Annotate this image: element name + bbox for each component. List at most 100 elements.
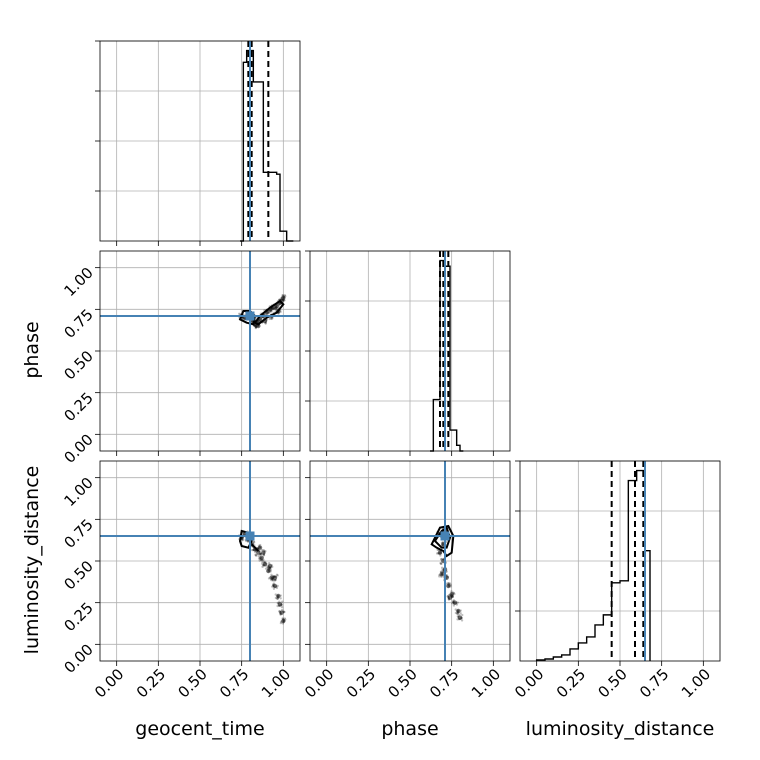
sample-point: [243, 532, 246, 536]
sample-point: [272, 307, 276, 310]
sample-point: [264, 550, 267, 553]
sample-point: [260, 559, 263, 562]
sample-point: [252, 548, 256, 552]
sample-point: [447, 595, 453, 600]
sample-point: [261, 560, 264, 564]
sample-point: [271, 585, 274, 588]
sample-point: [278, 600, 281, 603]
sample-point: [262, 558, 265, 561]
sample-point: [460, 616, 463, 620]
sample-point: [262, 554, 266, 557]
sample-point: [452, 600, 458, 605]
sample-point: [457, 611, 460, 614]
sample-point: [270, 573, 273, 577]
sample-point: [238, 312, 241, 315]
y-tick-label: 0.25: [60, 389, 96, 425]
sample-point: [263, 561, 266, 565]
sample-point: [439, 554, 442, 557]
sample-point: [246, 540, 250, 543]
sample-point: [280, 608, 284, 612]
sample-point: [277, 602, 283, 607]
sample-point: [439, 551, 442, 555]
sample-point: [451, 602, 454, 605]
sample-point: [281, 622, 285, 625]
sample-point: [269, 567, 272, 570]
sample-point: [269, 308, 273, 312]
sample-point: [278, 610, 281, 613]
sample-point: [270, 576, 274, 579]
sample-point: [258, 559, 261, 562]
sample-point: [439, 551, 442, 555]
sample-point: [441, 568, 444, 572]
sample-point: [257, 545, 263, 550]
sample-point: [279, 612, 282, 615]
sample-point: [241, 538, 244, 541]
sample-point: [457, 615, 460, 619]
sample-point: [270, 317, 273, 320]
sample-point: [282, 610, 285, 613]
sample-point: [274, 308, 277, 311]
sample-point: [456, 609, 459, 613]
sample-point: [261, 550, 266, 555]
sample-point: [281, 295, 286, 300]
sample-point: [452, 591, 456, 595]
sample-point: [267, 562, 271, 565]
sample-point: [273, 575, 276, 578]
y-tick-label: 1.00: [60, 474, 96, 510]
sample-point: [263, 563, 266, 567]
sample-point: [451, 593, 454, 597]
sample-point: [276, 597, 279, 600]
sample-point: [254, 326, 257, 329]
sample-point: [270, 576, 273, 580]
x-axis-label-geocent-time: geocent_time: [135, 718, 264, 740]
x-tick-label: 1.00: [678, 665, 714, 701]
sample-point: [252, 540, 255, 543]
sample-point: [275, 306, 278, 309]
sample-point: [267, 563, 273, 569]
sample-point: [284, 295, 287, 298]
sample-point: [452, 601, 455, 604]
sample-point: [272, 583, 275, 586]
sample-point: [259, 558, 263, 562]
histogram-panel-luminosity-distance: 0.00 0.25 0.50 0.75 1.00: [511, 460, 721, 701]
sample-point: [457, 615, 463, 620]
sample-point: [448, 584, 451, 588]
sample-point: [258, 549, 261, 552]
sample-point: [254, 554, 258, 557]
sample-point: [447, 581, 450, 585]
sample-point: [456, 618, 459, 621]
sample-point: [252, 541, 256, 544]
sample-point: [459, 617, 462, 621]
sample-point: [263, 550, 266, 553]
sample-point: [447, 582, 451, 586]
sample-point: [271, 579, 275, 582]
sample-point: [264, 320, 267, 323]
sample-point: [259, 317, 263, 320]
sample-point: [439, 570, 443, 574]
sample-point: [258, 546, 261, 549]
histogram-step: [535, 469, 651, 661]
sample-point: [447, 598, 451, 601]
sample-point: [281, 600, 284, 603]
x-tick-label: 0.50: [594, 665, 630, 701]
y-axis-label-phase: phase: [21, 321, 43, 378]
sample-point: [453, 592, 456, 596]
sample-point: [284, 618, 287, 621]
sample-point: [271, 309, 274, 312]
sample-point: [461, 613, 464, 617]
sample-point: [267, 568, 270, 572]
sample-point: [445, 574, 449, 577]
panel-frame: [99, 460, 301, 662]
truth-marker: [245, 311, 255, 321]
sample-point: [440, 562, 443, 565]
x-tick-label: 0.50: [174, 665, 210, 701]
sample-point: [448, 582, 452, 585]
sample-point: [454, 611, 458, 615]
sample-point: [257, 554, 260, 558]
sample-point: [271, 583, 275, 587]
sample-point: [276, 584, 279, 588]
sample-point: [258, 543, 262, 547]
sample-point: [274, 304, 278, 308]
scatter-panel-geocent-time-vs-phase: 0.00 0.25 0.50 0.75 1.00: [60, 250, 301, 467]
sample-point: [260, 548, 264, 552]
